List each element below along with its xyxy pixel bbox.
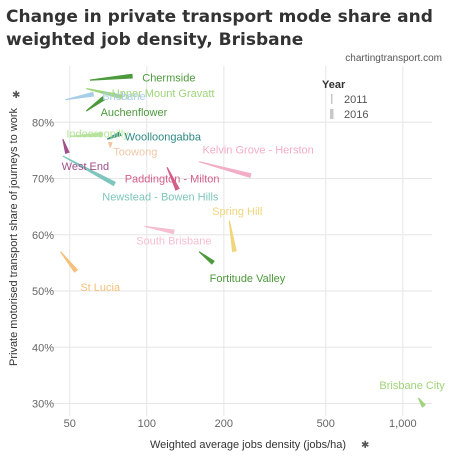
trail-upper-mount-gravatt [86, 87, 123, 100]
y-tick-label: 50% [32, 286, 54, 298]
y-axis-ticks: 30% 40% 50% 60% 70% 80% [32, 117, 54, 410]
label-newstead-bowen-hills: Newstead - Bowen Hills [102, 192, 219, 204]
label-woolloongabba: Woolloongabba [125, 131, 202, 143]
x-tick-label: 200 [215, 418, 233, 430]
legend-swatch-2016 [330, 109, 334, 119]
trail-paddington-milton [166, 167, 180, 191]
trail-brisbane-city [417, 397, 426, 408]
label-west-end: West End [62, 161, 110, 173]
x-tick-label: 500 [317, 418, 335, 430]
x-axis-title-group: Weighted average jobs density (jobs/ha) … [150, 439, 369, 451]
series-layer [60, 73, 426, 408]
label-spring-hill: Spring Hill [212, 206, 262, 218]
trail-spring-hill [228, 220, 237, 253]
trail-chermside [89, 73, 133, 81]
label-chermside: Chermside [142, 72, 195, 84]
trail-kelvin-grove-herston [198, 161, 252, 178]
trail-toowong [107, 142, 113, 148]
y-axis-title: Private motorised transport share of jou… [8, 108, 20, 367]
label-upper-mount-gravatt: Upper Mount Gravatt [112, 88, 215, 100]
label-south-brisbane: South Brisbane [136, 235, 211, 247]
chart-title-line2: weighted job density, Brisbane [6, 30, 303, 50]
trail-auchenflower [85, 96, 106, 112]
x-axis-ticks: 50 100 200 500 1,000 [64, 418, 417, 430]
legend-swatch-2011 [331, 94, 333, 104]
y-tick-label: 40% [32, 342, 54, 354]
y-axis-title-group: Private motorised transport share of jou… [8, 108, 20, 367]
label-auchenflower: Auchenflower [101, 107, 168, 119]
legend-title: Year [322, 79, 346, 91]
label-paddington-milton: Paddington - Milton [125, 174, 220, 186]
trail-fortitude-valley [198, 251, 215, 265]
y-tick-label: 30% [32, 399, 54, 411]
label-toowong: Toowong [113, 147, 157, 159]
trail-west-end [62, 139, 70, 154]
trail-south-brisbane [144, 225, 175, 235]
label-brisbane-city: Brisbane City [379, 380, 445, 392]
trail-brisbane [65, 91, 95, 101]
label-indooroopilly: Indooroopilly [66, 129, 129, 141]
legend: Year 2011 2016 [322, 79, 368, 121]
pin-icon: ✱ [361, 440, 369, 451]
x-tick-label: 100 [138, 418, 156, 430]
trail-woolloongabba [106, 131, 122, 140]
legend-item-2011: 2011 [344, 94, 368, 106]
x-tick-label: 1,000 [389, 418, 417, 430]
trail-st-lucia [60, 251, 79, 273]
trail-newstead-bowen-hills [62, 155, 116, 187]
pin-icon: ✱ [12, 90, 20, 101]
y-tick-label: 80% [32, 117, 54, 129]
x-tick-label: 50 [64, 418, 76, 430]
label-fortitude-valley: Fortitude Valley [210, 273, 286, 285]
chart-title-line1: Change in private transport mode share a… [6, 7, 433, 27]
y-tick-label: 70% [32, 174, 54, 186]
trail-indooroopilly [69, 132, 103, 137]
chart-source: chartingtransport.com [345, 53, 442, 64]
y-tick-label: 60% [32, 230, 54, 242]
label-brisbane: Brisbane [102, 91, 145, 103]
label-kelvin-grove-herston: Kelvin Grove - Herston [202, 144, 313, 156]
x-axis-title: Weighted average jobs density (jobs/ha) [150, 439, 346, 451]
legend-item-2016: 2016 [344, 109, 368, 121]
label-st-lucia: St Lucia [80, 282, 121, 294]
grid-layer [52, 66, 432, 416]
